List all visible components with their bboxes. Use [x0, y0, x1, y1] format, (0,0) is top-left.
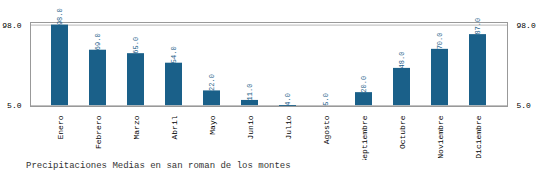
- svg-text:Junio: Junio: [246, 115, 255, 139]
- svg-text:Febrero: Febrero: [94, 115, 103, 149]
- html-text:Precipitaciones Medias en san: Precipitaciones Medias en san roman de l…: [26, 161, 291, 171]
- svg-text:98.0: 98.0: [2, 21, 21, 30]
- svg-text:Mayo: Mayo: [208, 115, 217, 134]
- svg-text:5.0: 5.0: [517, 101, 532, 110]
- svg-text:5.0: 5.0: [322, 93, 330, 106]
- svg-text:20.0: 20.0: [360, 76, 368, 93]
- svg-text:Abril: Abril: [170, 115, 179, 139]
- svg-text:Septiembre: Septiembre: [360, 115, 369, 160]
- svg-text:Marzo: Marzo: [132, 115, 141, 139]
- svg-text:48.0: 48.0: [398, 52, 406, 69]
- svg-text:65.0: 65.0: [132, 37, 140, 54]
- svg-text:Julio: Julio: [284, 115, 293, 139]
- svg-text:22.0: 22.0: [208, 74, 216, 91]
- svg-text:69.0: 69.0: [94, 33, 102, 50]
- svg-text:Octubre: Octubre: [398, 115, 407, 149]
- svg-text:87.0: 87.0: [474, 18, 482, 35]
- svg-text:4.0: 4.0: [284, 93, 292, 106]
- svg-text:11.0: 11.0: [246, 84, 254, 101]
- svg-text:Enero: Enero: [56, 115, 65, 139]
- svg-text:70.0: 70.0: [436, 33, 444, 50]
- svg-text:5.0: 5.0: [7, 101, 22, 110]
- svg-text:54.0: 54.0: [170, 46, 178, 63]
- svg-text:Noviembre: Noviembre: [436, 115, 445, 158]
- svg-text:98.0: 98.0: [517, 21, 536, 30]
- svg-text:98.0: 98.0: [56, 8, 64, 25]
- svg-text:Agosto: Agosto: [322, 115, 331, 144]
- svg-text:Diciembre: Diciembre: [474, 115, 483, 158]
